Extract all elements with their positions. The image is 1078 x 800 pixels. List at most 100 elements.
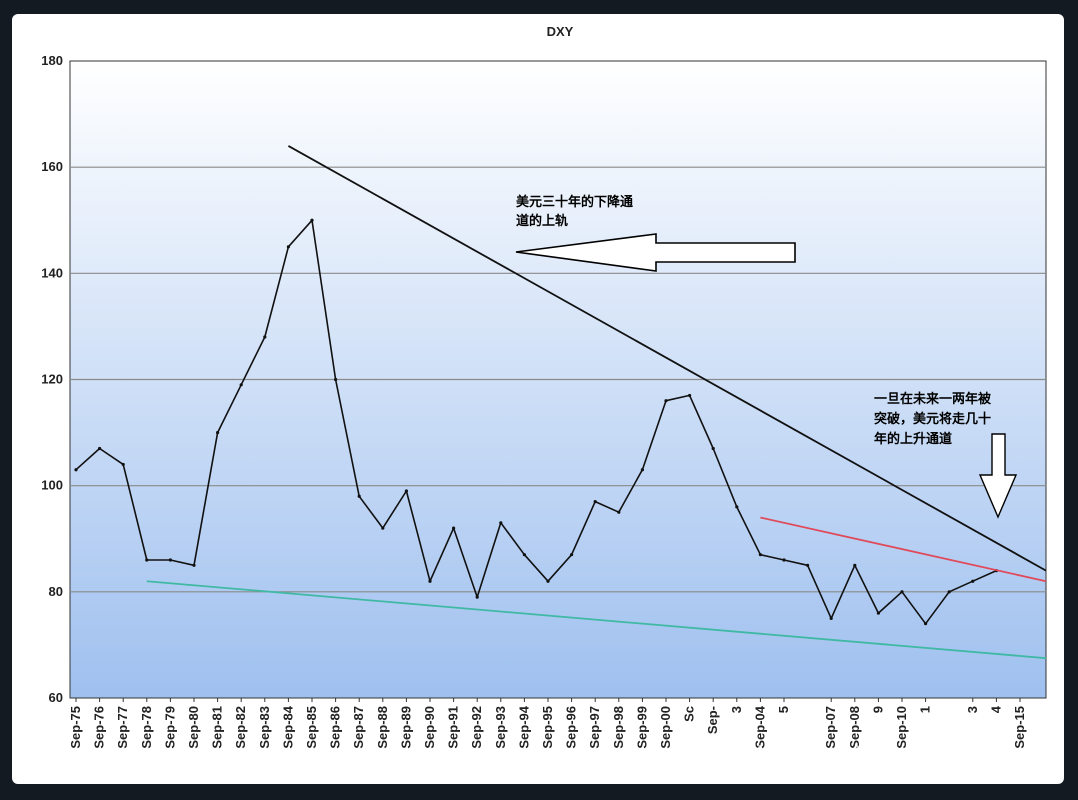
left-arrow-icon <box>515 233 796 272</box>
x-tick-label: Sep-76 <box>92 706 107 749</box>
watermark-bottom-right: 华尔街（UWS） <box>736 744 873 766</box>
annotation-upper-rail-line1: 美元三十年的下降通 <box>516 194 633 210</box>
x-tick-label: Sep-80 <box>186 706 201 749</box>
trendline-1 <box>146 580 1047 660</box>
x-tick-label: Sep- <box>705 706 720 734</box>
trendline-layer <box>146 145 1047 660</box>
x-tick-label: 1 <box>918 706 933 713</box>
x-tick-label: Sep-78 <box>139 706 154 749</box>
data-point <box>168 558 172 562</box>
x-tick-label: Sep-04 <box>752 705 767 748</box>
data-point <box>239 383 243 387</box>
data-point <box>98 446 102 451</box>
x-tick-label: Sep-81 <box>210 706 225 749</box>
x-tick-label: Sep-97 <box>587 706 602 749</box>
x-tick-label: Sep-90 <box>422 706 437 749</box>
data-point <box>145 558 149 562</box>
y-tick-label: 120 <box>41 372 63 387</box>
chart-frame: DXY 60 80 100 120 140 160 180 Sep-75 Sep-76 Sep-… <box>12 14 1064 784</box>
data-point <box>711 446 715 451</box>
watermark-bottom-left: 大数跨境 <box>52 767 124 784</box>
data-point <box>640 468 645 472</box>
series-line-0 <box>75 219 997 625</box>
x-tick-label: Sep-10 <box>894 706 909 749</box>
data-point <box>452 526 456 530</box>
data-point <box>735 505 739 509</box>
x-tick-label: 3 <box>965 706 980 713</box>
data-point <box>758 553 763 557</box>
y-tick-label: 60 <box>49 690 63 705</box>
x-tick-label: Sep-85 <box>304 706 319 749</box>
x-tick-label: Sep-15 <box>1012 706 1027 749</box>
y-tick-label: 180 <box>41 53 63 68</box>
y-tick-label: 160 <box>41 159 63 174</box>
y-tick-label: 140 <box>41 265 63 280</box>
data-point <box>546 579 550 583</box>
x-tick-label: Sep-92 <box>469 706 484 749</box>
trendline-0 <box>287 145 1047 572</box>
data-point <box>499 521 503 525</box>
x-axis: Sep-75 Sep-76 Sep-77 Sep-78 Sep-79 Sep-80 Sep-… <box>68 698 1027 749</box>
data-point <box>570 553 574 557</box>
chart-title: DXY <box>547 24 574 39</box>
x-tick-label: Sep-84 <box>280 705 295 748</box>
annotation-breakout-line2: 突破，美元将走几十 <box>874 411 991 427</box>
x-tick-label: Sep-94 <box>516 705 531 748</box>
data-point <box>310 218 314 222</box>
brand-logo-icon-dot <box>35 769 45 779</box>
x-tick-label: Sep-00 <box>658 706 673 749</box>
data-point <box>404 489 408 493</box>
x-tick-label: 5 <box>776 706 791 713</box>
x-tick-label: 4 <box>988 705 1003 713</box>
series-layer <box>74 218 999 626</box>
x-tick-label: Sep-95 <box>540 706 555 749</box>
data-point <box>74 468 78 472</box>
x-tick-label: Sep-96 <box>564 706 579 749</box>
data-point <box>216 430 220 435</box>
x-tick-label: Sep-98 <box>611 706 626 749</box>
data-point <box>617 510 621 514</box>
data-point <box>334 377 338 382</box>
data-point <box>924 622 928 626</box>
x-tick-label: Sep-86 <box>328 706 343 749</box>
data-point <box>806 563 810 567</box>
y-axis: 60 80 100 120 140 160 180 <box>41 53 63 705</box>
data-point <box>121 462 125 467</box>
data-point <box>664 399 668 403</box>
trendline-2 <box>760 516 1047 583</box>
x-tick-label: Sep-07 <box>823 706 838 749</box>
x-tick-label: Sep-79 <box>162 706 177 749</box>
annotation-breakout-line1: 一旦在未来一两年被 <box>874 391 992 407</box>
data-point <box>876 611 881 615</box>
y-tick-label: 100 <box>41 478 63 493</box>
data-point <box>357 494 361 498</box>
x-tick-label: Sep-75 <box>68 706 83 749</box>
x-tick-label: Sep-99 <box>634 706 649 749</box>
wechat-icon <box>701 743 732 765</box>
x-tick-label: 3 <box>729 706 744 713</box>
data-point <box>192 563 196 567</box>
data-point <box>853 563 857 567</box>
data-point <box>971 579 975 583</box>
grid-layer <box>70 166 1046 593</box>
x-tick-label: Sep-82 <box>233 706 248 749</box>
data-point <box>263 335 267 339</box>
x-tick-label: Sep-91 <box>446 706 461 749</box>
x-tick-label: Sep-89 <box>398 706 413 749</box>
y-tick-label: 80 <box>49 584 63 599</box>
down-arrow-icon <box>978 433 1018 519</box>
data-point <box>593 499 597 504</box>
data-point <box>688 393 692 398</box>
data-point <box>428 579 432 583</box>
x-tick-label: Sep-77 <box>115 706 130 749</box>
data-point <box>286 245 290 249</box>
x-tick-label: Sep-93 <box>493 706 508 749</box>
data-point <box>522 553 526 557</box>
x-tick-label: Sep-87 <box>351 706 366 749</box>
x-tick-label: Sep-83 <box>257 706 272 749</box>
data-point <box>475 595 479 599</box>
data-point <box>900 590 904 594</box>
annotation-upper-rail-line2: 道的上轨 <box>516 213 568 229</box>
x-tick-label: Sep-88 <box>375 706 390 749</box>
